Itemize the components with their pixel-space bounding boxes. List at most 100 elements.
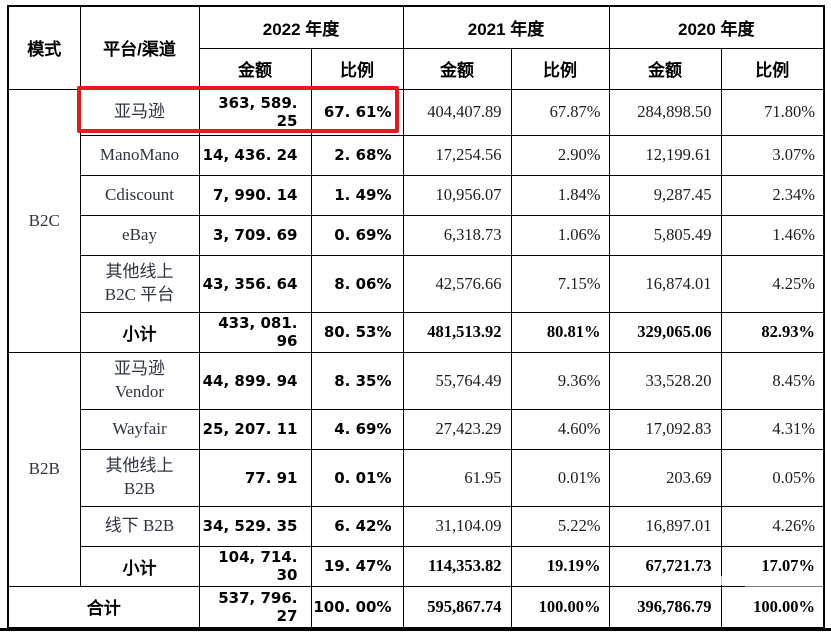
platform-label: 其他线上 B2B	[79, 448, 200, 507]
cell-ratio-2020: 2.34%	[720, 174, 825, 216]
cell-amount-2021: 17,254.56	[402, 134, 512, 176]
cell-amount-2021: 31,104.09	[402, 505, 512, 547]
mode-cell-b2b: B2B	[7, 351, 81, 587]
cell-amount-2022: 14, 436. 24	[198, 134, 312, 176]
platform-label: Cdiscount	[79, 174, 200, 216]
cell-ratio-2021: 1.84%	[510, 174, 610, 216]
cell-amount-2021: 404,407.89	[402, 88, 512, 136]
cell-amount-2020: 12,199.61	[608, 134, 722, 176]
platform-label: Wayfair	[79, 408, 200, 450]
cell-amount-2020: 284,898.50	[608, 88, 722, 136]
cell-amount-2022: 34, 529. 35	[198, 505, 312, 547]
cell-ratio-2022: 80. 53%	[310, 311, 404, 353]
cell-ratio-2020: 4.25%	[720, 254, 825, 313]
sales-by-platform-table: 模式 平台/渠道 2022 年度 2021 年度 2020 年度 金额 比例 金…	[7, 5, 826, 630]
cell-amount-2022: 363, 589. 25	[198, 88, 312, 136]
cell-ratio-2021: 1.06%	[510, 214, 610, 256]
subtotal-label: 小计	[79, 311, 200, 353]
cell-ratio-2022: 67. 61%	[310, 88, 404, 136]
cell-amount-2022: 3, 709. 69	[198, 214, 312, 256]
cell-ratio-2021: 5.22%	[510, 505, 610, 547]
header-amount-2022: 金额	[198, 47, 312, 90]
watermark	[745, 586, 823, 595]
cell-ratio-2021: 7.15%	[510, 254, 610, 313]
cell-amount-2021: 481,513.92	[402, 311, 512, 353]
cell-amount-2021: 114,353.82	[402, 545, 512, 587]
cell-amount-2020: 9,287.45	[608, 174, 722, 216]
header-amount-2020: 金额	[608, 47, 722, 90]
bottom-divider	[0, 628, 831, 631]
cell-amount-2022: 7, 990. 14	[198, 174, 312, 216]
table-row-grand-total: 合计 537, 796. 27 100. 00% 595,867.74 100.…	[7, 585, 825, 629]
cell-amount-2020: 396,786.79	[608, 585, 722, 629]
header-row-years: 模式 平台/渠道 2022 年度 2021 年度 2020 年度	[7, 5, 825, 90]
table-row-other-b2c: 其他线上 B2C 平台 43, 356. 64 8. 06% 42,576.66…	[8, 254, 825, 313]
cell-amount-2020: 329,065.06	[608, 311, 722, 353]
platform-label: 亚马逊	[79, 88, 200, 136]
header-year-2020: 2020 年度	[608, 5, 825, 49]
header-ratio-2020: 比例	[720, 47, 825, 90]
table-row-amazon-vendor: B2B 亚马逊 Vendor 44, 899. 94 8. 35% 55,764…	[7, 351, 825, 587]
cell-ratio-2020: 3.07%	[720, 134, 825, 176]
cell-ratio-2022: 100. 00%	[310, 585, 404, 629]
header-year-2021: 2021 年度	[402, 5, 610, 49]
header-platform: 平台/渠道	[79, 5, 200, 90]
cell-amount-2022: 44, 899. 94	[198, 351, 312, 410]
cell-amount-2022: 537, 796. 27	[198, 585, 312, 629]
cell-ratio-2020: 4.31%	[720, 408, 825, 450]
platform-label: 其他线上 B2C 平台	[79, 254, 200, 313]
table-row-amazon: B2C 亚马逊 363, 589. 25 67. 61% 404,407.89 …	[7, 88, 825, 353]
cell-ratio-2022: 0. 01%	[310, 448, 404, 507]
cell-ratio-2022: 4. 69%	[310, 408, 404, 450]
platform-label: eBay	[79, 214, 200, 256]
cell-ratio-2022: 6. 42%	[310, 505, 404, 547]
cell-amount-2020: 33,528.20	[608, 351, 722, 410]
table-row-cdiscount: Cdiscount 7, 990. 14 1. 49% 10,956.07 1.…	[8, 174, 825, 216]
header-amount-2021: 金额	[402, 47, 512, 90]
cell-amount-2020: 5,805.49	[608, 214, 722, 256]
table-row-ebay: eBay 3, 709. 69 0. 69% 6,318.73 1.06% 5,…	[8, 214, 825, 256]
header-ratio-2021: 比例	[510, 47, 610, 90]
cell-amount-2022: 104, 714. 30	[198, 545, 312, 587]
cell-ratio-2020: 82.93%	[720, 311, 825, 353]
platform-label: ManoMano	[79, 134, 200, 176]
cell-amount-2021: 595,867.74	[402, 585, 512, 629]
cell-ratio-2021: 2.90%	[510, 134, 610, 176]
cell-amount-2020: 17,092.83	[608, 408, 722, 450]
cell-amount-2021: 6,318.73	[402, 214, 512, 256]
mode-cell-b2c: B2C	[7, 88, 81, 353]
table-row-wayfair: Wayfair 25, 207. 11 4. 69% 27,423.29 4.6…	[8, 408, 825, 450]
cell-ratio-2022: 19. 47%	[310, 545, 404, 587]
table-row-manomano: ManoMano 14, 436. 24 2. 68% 17,254.56 2.…	[8, 134, 825, 176]
cell-amount-2021: 42,576.66	[402, 254, 512, 313]
cell-amount-2022: 77. 91	[198, 448, 312, 507]
cell-ratio-2021: 80.81%	[510, 311, 610, 353]
header-ratio-2022: 比例	[310, 47, 404, 90]
header-year-2022: 2022 年度	[198, 5, 404, 49]
cell-ratio-2020: 71.80%	[720, 88, 825, 136]
cell-ratio-2021: 0.01%	[510, 448, 610, 507]
cell-amount-2020: 203.69	[608, 448, 722, 507]
platform-label: 亚马逊 Vendor	[79, 351, 200, 410]
cell-ratio-2022: 8. 06%	[310, 254, 404, 313]
cell-ratio-2021: 9.36%	[510, 351, 610, 410]
watermark	[658, 576, 823, 585]
cell-amount-2020: 16,897.01	[608, 505, 722, 547]
cell-ratio-2020: 0.05%	[720, 448, 825, 507]
table-row-b2c-subtotal: 小计 433, 081. 96 80. 53% 481,513.92 80.81…	[8, 311, 825, 353]
cell-amount-2022: 25, 207. 11	[198, 408, 312, 450]
cell-ratio-2022: 8. 35%	[310, 351, 404, 410]
cell-amount-2020: 16,874.01	[608, 254, 722, 313]
cell-amount-2021: 55,764.49	[402, 351, 512, 410]
header-row-measures: 金额 比例 金额 比例 金额 比例	[8, 47, 825, 90]
cell-amount-2021: 61.95	[402, 448, 512, 507]
cell-ratio-2022: 1. 49%	[310, 174, 404, 216]
subtotal-label: 小计	[79, 545, 200, 587]
cell-amount-2021: 10,956.07	[402, 174, 512, 216]
cell-ratio-2022: 0. 69%	[310, 214, 404, 256]
cell-ratio-2021: 67.87%	[510, 88, 610, 136]
platform-label: 线下 B2B	[79, 505, 200, 547]
cell-ratio-2020: 1.46%	[720, 214, 825, 256]
header-mode: 模式	[7, 5, 81, 90]
